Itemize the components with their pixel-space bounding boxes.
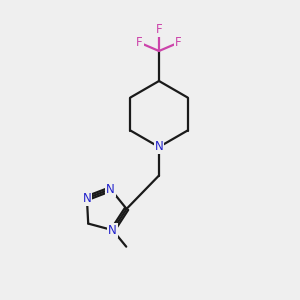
Text: N: N: [82, 192, 91, 205]
Text: N: N: [106, 183, 115, 196]
Text: N: N: [108, 224, 117, 237]
Text: N: N: [154, 140, 164, 154]
Text: F: F: [136, 36, 143, 49]
Text: F: F: [175, 36, 182, 49]
Text: F: F: [156, 23, 162, 36]
